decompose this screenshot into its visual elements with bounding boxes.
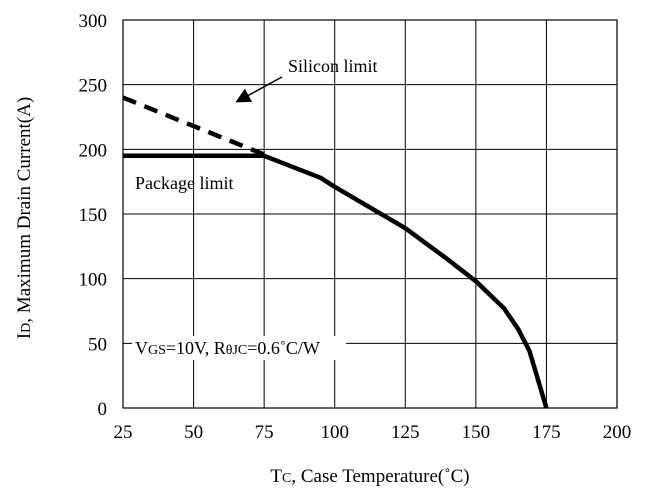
y-tick-label: 0 [98, 399, 108, 420]
y-axis-title: ID, Maximum Drain Current(A) [14, 97, 35, 339]
tick-labels: 25 50 75 100 125 150 175 200 0 50 100 150 200 250 300 [79, 11, 632, 443]
x-tick-label: 125 [391, 422, 420, 443]
y-tick-label: 150 [79, 205, 108, 226]
grid [122, 19, 618, 409]
x-tick-label: 175 [532, 422, 561, 443]
y-tick-label: 50 [88, 334, 107, 355]
x-axis-title: TC, Case Temperature(˚C) [270, 466, 469, 487]
conditions-label-background [132, 336, 346, 360]
y-tick-label: 300 [79, 11, 108, 32]
x-tick-label: 150 [462, 422, 491, 443]
x-tick-label: 50 [184, 422, 203, 443]
x-tick-label: 100 [320, 422, 349, 443]
y-tick-label: 100 [79, 270, 108, 291]
conditions-label: VGS=10V, RθJC=0.6˚C/W [135, 338, 320, 358]
silicon-limit-label: Silicon limit [288, 56, 378, 76]
y-tick-label: 250 [79, 76, 108, 97]
plot-frame [122, 19, 618, 409]
package-limit-label: Package limit [135, 173, 233, 193]
series-layer [122, 95, 549, 409]
x-tick-label: 75 [255, 422, 274, 443]
x-tick-label: 200 [603, 422, 632, 443]
x-tick-label: 25 [114, 422, 133, 443]
silicon-limit-arrow [235, 76, 283, 103]
series-line-1 [263, 153, 549, 409]
y-tick-label: 200 [79, 140, 108, 161]
series-line-2 [122, 95, 265, 157]
